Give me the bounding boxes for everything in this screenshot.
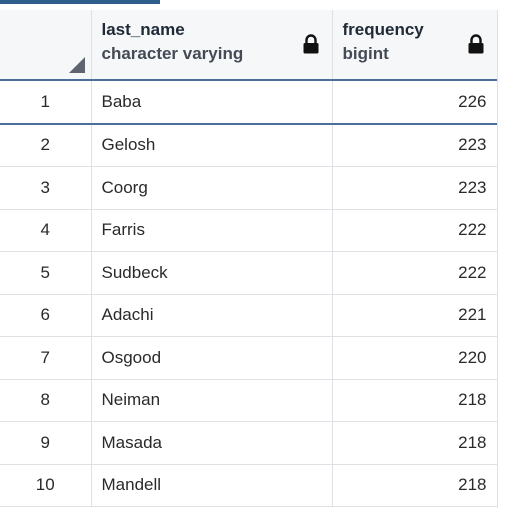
cell-last-name[interactable]: Osgood [91, 336, 333, 380]
header-row: last_name character varying frequency bi… [0, 10, 498, 81]
corner-resize-icon [68, 57, 85, 73]
cell-last-name[interactable]: Baba [91, 80, 333, 125]
cell-frequency[interactable]: 218 [332, 464, 498, 507]
cell-last-name[interactable]: Neiman [91, 379, 333, 422]
cell-frequency[interactable]: 222 [332, 209, 498, 252]
cell-frequency[interactable]: 223 [332, 166, 498, 210]
lock-icon [303, 34, 318, 54]
column-name: frequency [342, 20, 424, 39]
row-number[interactable]: 5 [0, 251, 92, 295]
column-type: bigint [342, 44, 389, 63]
result-grid: last_name character varying frequency bi… [0, 10, 498, 507]
column-header-last-name[interactable]: last_name character varying [91, 10, 333, 81]
table-row[interactable]: 3 Coorg 223 [0, 166, 498, 210]
cell-last-name[interactable]: Gelosh [91, 123, 333, 167]
table-row[interactable]: 2 Gelosh 223 [0, 123, 498, 167]
cell-frequency[interactable]: 218 [332, 379, 498, 422]
cell-last-name[interactable]: Mandell [91, 464, 333, 507]
table-row[interactable]: 5 Sudbeck 222 [0, 251, 498, 295]
column-type: character varying [101, 44, 244, 63]
table-row[interactable]: 9 Masada 218 [0, 421, 498, 465]
cell-frequency[interactable]: 220 [332, 336, 498, 380]
cell-frequency[interactable]: 223 [332, 123, 498, 167]
select-all-corner[interactable] [0, 10, 92, 81]
table-row[interactable]: 10 Mandell 218 [0, 464, 498, 507]
table-row[interactable]: 1 Baba 226 [0, 80, 498, 125]
row-number[interactable]: 10 [0, 464, 92, 507]
lock-icon [468, 34, 483, 54]
column-name: last_name [101, 20, 185, 39]
vertical-scrollbar[interactable] [497, 10, 505, 508]
table-row[interactable]: 8 Neiman 218 [0, 379, 498, 422]
row-number[interactable]: 9 [0, 421, 92, 465]
cell-frequency[interactable]: 221 [332, 294, 498, 337]
table-row[interactable]: 6 Adachi 221 [0, 294, 498, 337]
cell-last-name[interactable]: Coorg [91, 166, 333, 210]
row-number[interactable]: 8 [0, 379, 92, 422]
cell-frequency[interactable]: 222 [332, 251, 498, 295]
column-header-frequency[interactable]: frequency bigint [332, 10, 498, 81]
cell-last-name[interactable]: Sudbeck [91, 251, 333, 295]
row-number[interactable]: 4 [0, 209, 92, 252]
row-number[interactable]: 1 [0, 80, 92, 125]
row-number[interactable]: 3 [0, 166, 92, 210]
cell-frequency[interactable]: 226 [332, 80, 498, 125]
cell-last-name[interactable]: Farris [91, 209, 333, 252]
row-number[interactable]: 6 [0, 294, 92, 337]
row-number[interactable]: 7 [0, 336, 92, 380]
cell-last-name[interactable]: Masada [91, 421, 333, 465]
row-number[interactable]: 2 [0, 123, 92, 167]
table-row[interactable]: 4 Farris 222 [0, 209, 498, 252]
cell-last-name[interactable]: Adachi [91, 294, 333, 337]
result-tab-accent [0, 0, 160, 4]
cell-frequency[interactable]: 218 [332, 421, 498, 465]
table-row[interactable]: 7 Osgood 220 [0, 336, 498, 380]
